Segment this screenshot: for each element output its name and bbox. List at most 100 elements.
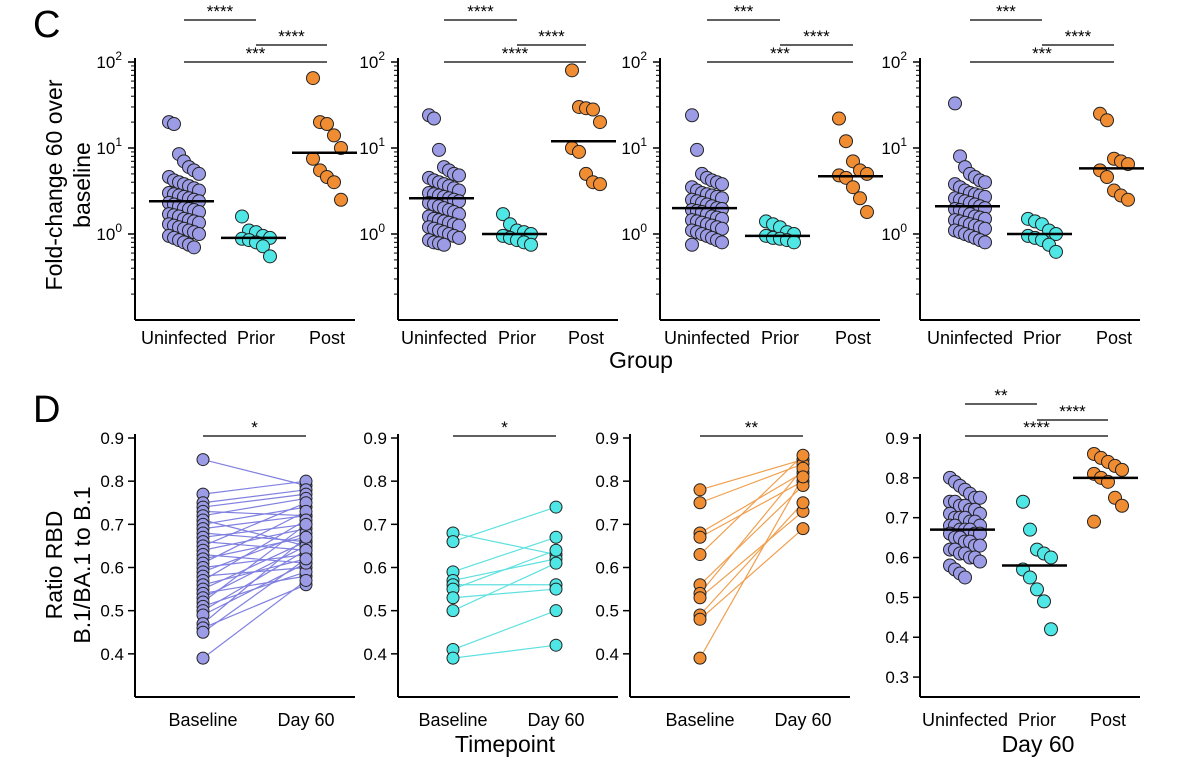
d-xlabel-timepoint: Timepoint bbox=[455, 731, 556, 757]
pair-line bbox=[699, 463, 804, 504]
y-tick-label: 0.8 bbox=[885, 469, 909, 488]
data-point bbox=[256, 239, 270, 254]
x-category-label: Post bbox=[568, 328, 604, 348]
data-point bbox=[572, 144, 586, 159]
day60-point bbox=[299, 552, 313, 566]
y-tick-label: 0.6 bbox=[100, 559, 124, 578]
pair-line bbox=[452, 644, 557, 659]
data-point bbox=[192, 227, 206, 241]
data-point bbox=[1023, 570, 1037, 585]
x-category-label: Day 60 bbox=[774, 710, 831, 730]
y-tick-label: 0.9 bbox=[363, 429, 387, 448]
pair-line bbox=[699, 510, 804, 599]
pair-line bbox=[699, 454, 804, 555]
pair-line bbox=[202, 519, 307, 547]
data-point bbox=[452, 230, 466, 245]
y-tick-label: 0.5 bbox=[595, 602, 619, 621]
x-category-label: Post bbox=[309, 328, 345, 348]
data-point bbox=[715, 177, 729, 192]
baseline-point bbox=[196, 651, 210, 665]
data-point bbox=[787, 235, 801, 250]
day60-point bbox=[299, 530, 313, 544]
data-point bbox=[306, 71, 320, 86]
pair-line bbox=[452, 610, 557, 651]
pair-line bbox=[202, 523, 307, 538]
day60-point bbox=[549, 604, 563, 618]
d-ylabel-line1: Ratio RBD bbox=[41, 511, 67, 620]
panel-d3: 0.4 0.5 0.6 0.7 0.8 0.9 Baseline Day 60 ** bbox=[595, 418, 850, 730]
pair-line bbox=[202, 493, 307, 508]
x-category-label: Uninfected bbox=[141, 328, 227, 348]
c-ylabel-line1: Fold-change 60 over bbox=[41, 79, 67, 290]
pair-line bbox=[202, 575, 307, 594]
day60-point bbox=[549, 500, 563, 514]
y-tick-label: 100 bbox=[359, 221, 385, 244]
day60-point bbox=[299, 573, 313, 587]
data-point bbox=[192, 166, 206, 181]
y-tick-label: 0.5 bbox=[100, 602, 124, 621]
significance-label: **** bbox=[467, 2, 494, 21]
significance-label: *** bbox=[246, 44, 266, 63]
data-point bbox=[524, 237, 538, 252]
significance-label: *** bbox=[996, 2, 1016, 21]
data-point bbox=[593, 115, 607, 130]
data-point bbox=[235, 209, 249, 224]
x-category-label: Baseline bbox=[665, 710, 734, 730]
data-point bbox=[593, 177, 607, 192]
day60-point bbox=[549, 556, 563, 570]
y-tick-label: 0.4 bbox=[100, 645, 124, 664]
pair-line bbox=[699, 528, 804, 620]
baseline-point bbox=[693, 651, 707, 665]
pair-line bbox=[202, 515, 307, 530]
significance-label: **** bbox=[1065, 27, 1092, 46]
pair-line bbox=[452, 549, 557, 590]
x-category-label: Baseline bbox=[168, 710, 237, 730]
baseline-point bbox=[693, 612, 707, 626]
y-tick-label: 0.6 bbox=[595, 559, 619, 578]
significance-label: **** bbox=[1023, 418, 1050, 437]
panel-d4: 0.3 0.4 0.5 0.6 0.7 0.8 0.9 Uninfected Prior Post… bbox=[885, 386, 1140, 730]
x-category-label: Day 60 bbox=[527, 710, 584, 730]
significance-label: * bbox=[251, 418, 258, 437]
pair-line bbox=[202, 532, 307, 573]
significance-label: **** bbox=[538, 27, 565, 46]
data-point bbox=[690, 142, 704, 157]
data-point bbox=[958, 570, 972, 585]
data-point bbox=[437, 237, 451, 252]
data-point bbox=[853, 191, 867, 206]
significance-label: ** bbox=[994, 386, 1008, 405]
data-point bbox=[306, 151, 320, 166]
y-tick-label: 0.6 bbox=[885, 549, 909, 568]
pair-line bbox=[202, 553, 307, 564]
data-point bbox=[263, 249, 277, 264]
panel-label-c: C bbox=[33, 4, 60, 46]
pair-line bbox=[202, 510, 307, 517]
pair-line bbox=[452, 562, 557, 612]
pair-line bbox=[699, 485, 804, 586]
x-category-label: Uninfected bbox=[922, 710, 1008, 730]
y-tick-label: 100 bbox=[881, 221, 907, 244]
y-tick-label: 0.8 bbox=[595, 472, 619, 491]
pair-line bbox=[699, 480, 804, 538]
x-category-label: Prior bbox=[237, 328, 275, 348]
y-tick-label: 0.8 bbox=[363, 472, 387, 491]
significance-label: *** bbox=[734, 2, 754, 21]
data-point bbox=[427, 111, 441, 126]
data-point bbox=[1100, 113, 1114, 128]
day60-point bbox=[549, 638, 563, 652]
data-point bbox=[860, 166, 874, 181]
data-point bbox=[978, 175, 992, 190]
y-tick-label: 0.9 bbox=[885, 429, 909, 448]
data-point bbox=[452, 168, 466, 183]
data-point bbox=[1115, 462, 1129, 477]
pair-line bbox=[699, 476, 804, 659]
y-tick-label: 0.3 bbox=[885, 668, 909, 687]
data-point bbox=[1016, 494, 1030, 509]
y-tick-label: 100 bbox=[621, 221, 647, 244]
baseline-point bbox=[693, 591, 707, 605]
data-point bbox=[327, 175, 341, 190]
day60-point bbox=[549, 582, 563, 596]
pair-line bbox=[202, 579, 307, 659]
data-point bbox=[973, 490, 987, 505]
